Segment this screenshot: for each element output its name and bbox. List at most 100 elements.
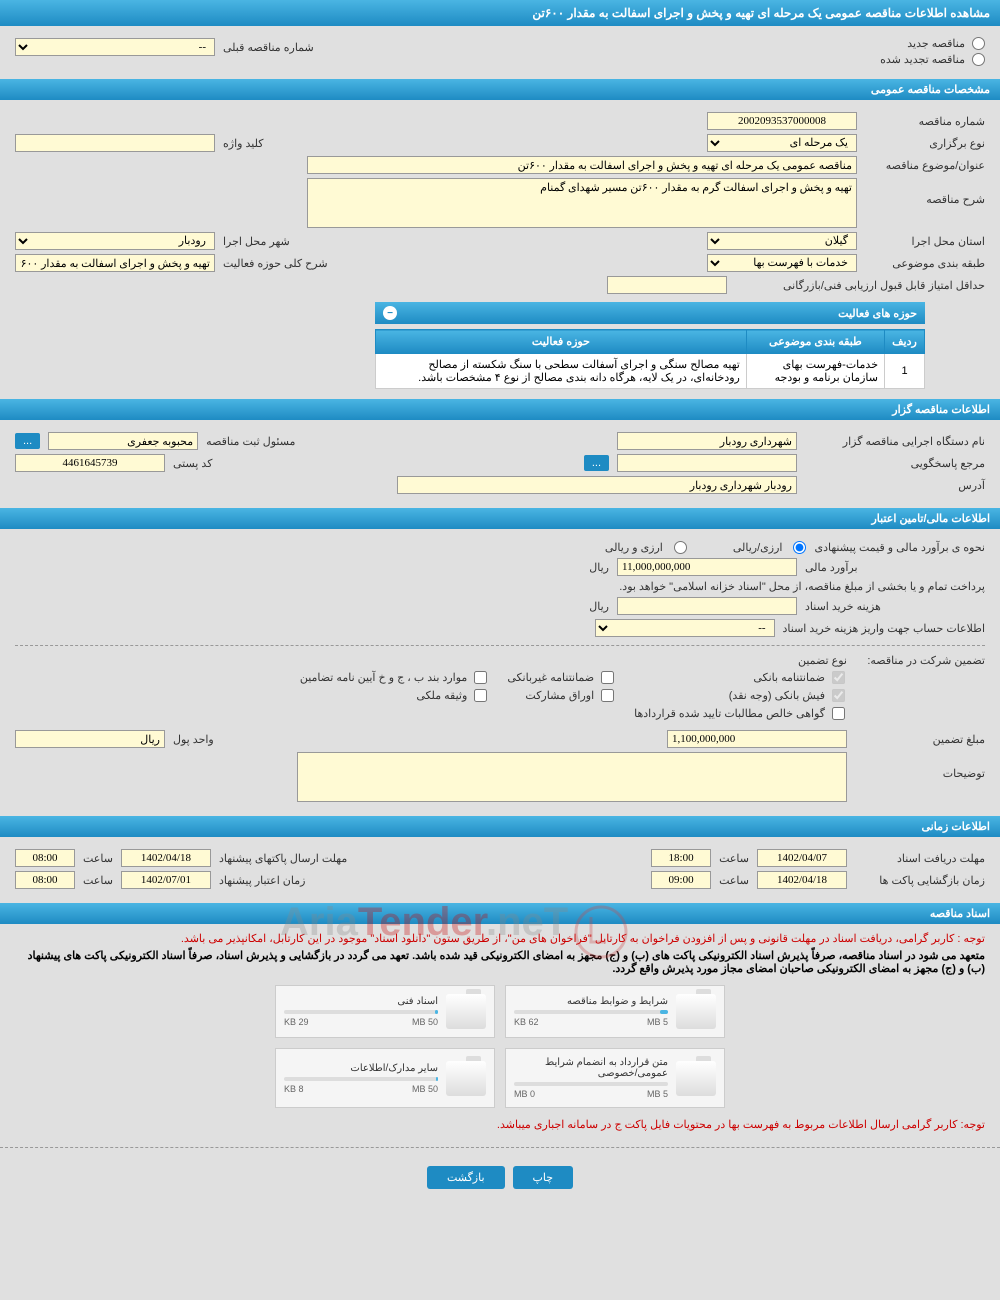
description-label: شرح مناقصه <box>865 178 985 206</box>
keyword-input[interactable] <box>15 134 215 152</box>
proposal-send-date[interactable] <box>121 849 211 867</box>
file-total: 5 MB <box>647 1089 668 1099</box>
validity-time[interactable] <box>15 871 75 889</box>
collapse-icon[interactable]: − <box>383 306 397 320</box>
file-used: 62 KB <box>514 1017 539 1027</box>
city-select[interactable]: رودبار <box>15 232 215 250</box>
back-button[interactable]: بازگشت <box>427 1166 505 1189</box>
estimate-input[interactable] <box>617 558 797 576</box>
tender-type-section: مناقصه جدید مناقصه تجدید شده شماره مناقص… <box>0 26 1000 77</box>
bottom-divider <box>0 1147 1000 1148</box>
radio-renewed-tender[interactable] <box>972 53 985 66</box>
notes-textarea[interactable] <box>297 752 847 802</box>
subject-label: عنوان/موضوع مناقصه <box>865 159 985 172</box>
responder-more-button[interactable]: ... <box>584 455 609 471</box>
financial-section: نحوه ی برآورد مالی و قیمت پیشنهادی ارزی/… <box>0 529 1000 814</box>
file-card[interactable]: سایر مدارک/اطلاعات 50 MB8 KB <box>275 1048 495 1108</box>
description-textarea[interactable]: تهیه و پخش و اجرای اسفالت گرم به مقدار ۶… <box>307 178 857 228</box>
chk-cash[interactable] <box>832 689 845 702</box>
keyword-label: کلید واژه <box>223 137 263 150</box>
radio-currency[interactable] <box>674 541 687 554</box>
responder-input[interactable] <box>617 454 797 472</box>
prev-number-label: شماره مناقصه قبلی <box>223 41 314 54</box>
table-row: 1 خدمات-فهرست بهای سازمان برنامه و بودجه… <box>376 354 925 389</box>
financial-header: اطلاعات مالی/تامین اعتبار <box>0 508 1000 529</box>
subject-class-label: طبقه بندی موضوعی <box>865 257 985 270</box>
guarantee-amount-input[interactable] <box>667 730 847 748</box>
holding-type-label: نوع برگزاری <box>865 137 985 150</box>
postal-input[interactable] <box>15 454 165 472</box>
radio-rial[interactable] <box>793 541 806 554</box>
holding-type-select[interactable]: یک مرحله ای <box>707 134 857 152</box>
chk-bank-guarantee[interactable] <box>832 671 845 684</box>
guarantee-type-label: نوع تضمین <box>798 654 847 667</box>
chk-receivables[interactable] <box>832 707 845 720</box>
proposal-send-time[interactable] <box>15 849 75 867</box>
postal-label: کد پستی <box>173 457 212 470</box>
opening-time[interactable] <box>651 871 711 889</box>
doc-note3: توجه: کاربر گرامی ارسال اطلاعات مربوط به… <box>15 1118 985 1131</box>
province-select[interactable]: گیلان <box>707 232 857 250</box>
doc-receipt-time[interactable] <box>651 849 711 867</box>
estimate-method-label: نحوه ی برآورد مالی و قیمت پیشنهادی <box>814 541 985 554</box>
doc-cost-unit: ریال <box>589 600 609 613</box>
org-label: نام دستگاه اجرایی مناقصه گزار <box>805 435 985 448</box>
col-row: ردیف <box>885 330 925 354</box>
currency-unit-label: واحد پول <box>173 733 214 746</box>
subject-class-select[interactable]: خدمات با فهرست بها <box>707 254 857 272</box>
registrar-label: مسئول ثبت مناقصه <box>206 435 295 448</box>
activity-scope-input[interactable] <box>15 254 215 272</box>
currency-unit-input[interactable] <box>15 730 165 748</box>
print-button[interactable]: چاپ <box>513 1166 574 1189</box>
folder-icon <box>446 994 486 1029</box>
timing-section: مهلت دریافت اسناد ساعت مهلت ارسال پاکتها… <box>0 837 1000 901</box>
holder-info-header: اطلاعات مناقصه گزار <box>0 399 1000 420</box>
province-label: استان محل اجرا <box>865 235 985 248</box>
account-info-select[interactable]: -- <box>595 619 775 637</box>
col-scope: حوزه فعالیت <box>376 330 747 354</box>
radio-new-tender[interactable] <box>972 37 985 50</box>
doc-cost-input[interactable] <box>617 597 797 615</box>
more-button[interactable]: ... <box>15 433 40 449</box>
estimate-label: برآورد مالی <box>805 561 985 574</box>
city-label: شهر محل اجرا <box>223 235 290 248</box>
tender-number-input[interactable] <box>707 112 857 130</box>
general-spec-header: مشخصات مناقصه عمومی <box>0 79 1000 100</box>
subject-input[interactable] <box>307 156 857 174</box>
validity-label: زمان اعتبار پیشنهاد <box>219 874 306 887</box>
activity-table: ردیف طبقه بندی موضوعی حوزه فعالیت 1 خدما… <box>375 329 925 389</box>
general-spec-section: شماره مناقصه نوع برگزاری یک مرحله ای کلی… <box>0 100 1000 397</box>
tender-number-label: شماره مناقصه <box>865 115 985 128</box>
doc-receipt-date[interactable] <box>757 849 847 867</box>
guarantee-label: تضمین شرکت در مناقصه: <box>855 654 985 667</box>
file-used: 8 KB <box>284 1084 304 1094</box>
notes-label: توضیحات <box>855 752 985 780</box>
file-card[interactable]: اسناد فنی 50 MB29 KB <box>275 985 495 1038</box>
registrar-input[interactable] <box>48 432 198 450</box>
doc-note1: توجه : کاربر گرامی، دریافت اسناد در مهلت… <box>15 932 985 945</box>
org-input[interactable] <box>617 432 797 450</box>
address-input[interactable] <box>397 476 797 494</box>
opening-date[interactable] <box>757 871 847 889</box>
address-label: آدرس <box>805 479 985 492</box>
proposal-send-label: مهلت ارسال پاکتهای پیشنهاد <box>219 852 347 865</box>
file-total: 5 MB <box>647 1017 668 1027</box>
chk-bchkh[interactable] <box>474 671 487 684</box>
time-label-4: ساعت <box>83 874 113 887</box>
min-score-input[interactable] <box>607 276 727 294</box>
prev-number-select[interactable]: -- <box>15 38 215 56</box>
chk-property[interactable] <box>474 689 487 702</box>
chk-nonbank[interactable] <box>601 671 614 684</box>
time-label-1: ساعت <box>719 852 749 865</box>
guarantee-amount-label: مبلغ تضمین <box>855 733 985 746</box>
validity-date[interactable] <box>121 871 211 889</box>
activity-table-title: حوزه های فعالیت − <box>375 302 925 324</box>
doc-cost-label: هزینه خرید اسناد <box>805 600 985 613</box>
file-card[interactable]: شرایط و ضوابط مناقصه 5 MB 62 KB <box>505 985 725 1038</box>
file-title: اسناد فنی <box>284 996 438 1007</box>
file-card[interactable]: متن قرارداد به انضمام شرایط عمومی/خصوصی … <box>505 1048 725 1108</box>
file-title: شرایط و ضوابط مناقصه <box>514 996 668 1007</box>
file-title: سایر مدارک/اطلاعات <box>284 1063 438 1074</box>
opening-label: زمان بازگشایی پاکت ها <box>855 874 985 887</box>
chk-participation[interactable] <box>601 689 614 702</box>
